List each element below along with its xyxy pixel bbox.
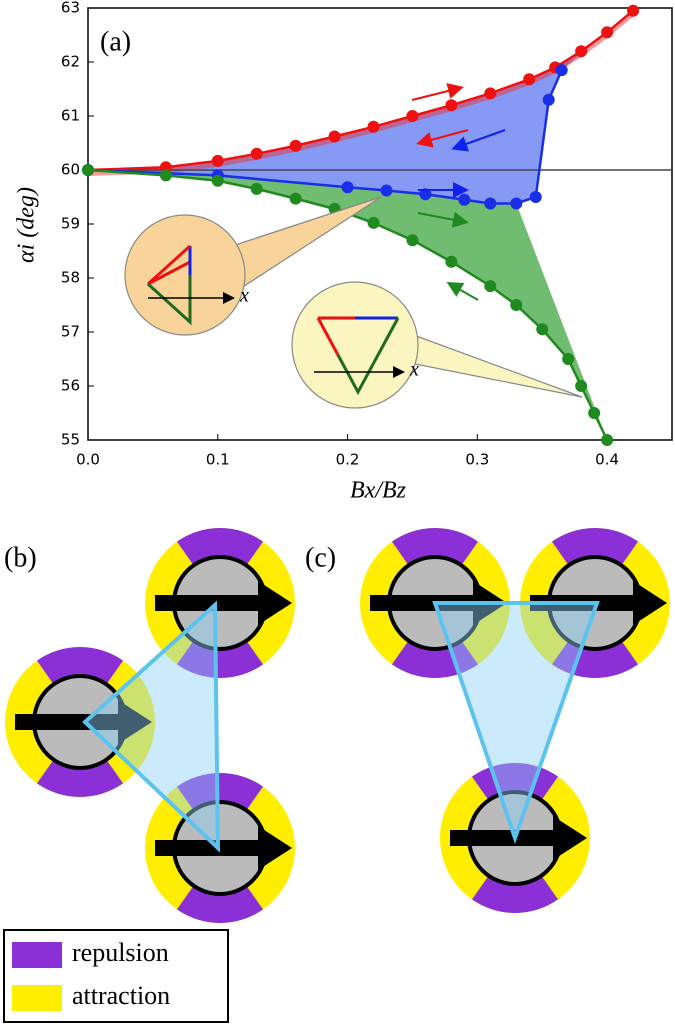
data-point [367,216,380,229]
y-tick-label: 59 [61,215,80,233]
triangle [82,600,221,853]
data-point [445,255,458,268]
y-tick-label: 56 [61,377,80,395]
sector [551,528,639,566]
data-point [588,407,601,419]
data-point [529,191,542,203]
moment-arrow [450,816,587,860]
data-point [289,139,302,152]
data-point [601,434,614,446]
panel-label: (c) [305,542,336,573]
data-point [211,154,224,167]
y-tick-label: 60 [61,161,80,179]
y-tick-label: 62 [61,53,80,71]
data-point [250,182,263,195]
sector [176,528,264,566]
data-point [555,64,568,77]
data-point [419,188,432,201]
data-point [575,380,588,392]
sector [176,885,264,923]
data-point [367,120,380,133]
inset-circle [291,281,419,409]
sector [176,640,264,678]
x-axis-label: Bx/Bz [350,478,407,504]
x-tick-label: 0.4 [595,451,619,469]
moment-arrow [155,826,292,870]
data-point [484,87,497,100]
data-point [250,147,263,160]
data-point [380,184,393,197]
sector [36,647,124,685]
data-point [575,45,588,58]
y-tick-label: 58 [61,269,80,287]
data-point [328,130,341,143]
sector [176,773,264,811]
data-point [601,26,614,39]
inset-axis-label: x [239,285,249,307]
data-point [289,192,302,205]
data-point [458,193,471,206]
legend-swatch [12,985,62,1011]
x-tick-label: 0.2 [336,451,360,469]
data-point [523,73,536,86]
panel-label: (a) [100,26,131,57]
sector [36,759,124,797]
y-tick-label: 61 [61,107,80,125]
data-point [510,197,523,210]
data-point [341,181,354,194]
area-fill [88,10,634,204]
legend-label: repulsion [72,938,169,967]
inset-circle [124,214,246,336]
panel-label: (b) [4,542,37,573]
sector [391,528,479,566]
moment-arrow [155,581,292,625]
area-fill [88,170,608,440]
data-point [542,93,555,106]
data-point [562,353,575,365]
y-tick-label: 57 [61,323,80,341]
triangle [432,601,600,845]
data-point [510,299,523,311]
data-point [406,234,419,247]
legend: repulsion attraction [3,929,229,1023]
x-tick-label: 0.1 [206,451,230,469]
insets: x x [124,196,583,409]
data-point [82,164,94,176]
legend-swatch [12,942,62,968]
data-point [211,174,224,187]
data-point [406,110,419,122]
data-point [159,169,172,182]
inset-axis-label: x [409,359,419,381]
y-tick-label: 63 [61,0,80,17]
y-tick-label: 55 [61,431,80,449]
data-point [445,99,458,112]
series-line [87,168,609,441]
data-point [536,323,549,336]
y-axis-label: αi (deg) [14,187,40,263]
x-tick-label: 0.0 [76,451,100,469]
legend-label: attraction [72,981,170,1010]
data-point [484,280,497,293]
data-point [627,4,640,17]
x-tick-label: 0.3 [465,451,489,469]
direction-arrows [411,83,506,301]
sector [471,875,559,914]
data-point [484,197,497,210]
